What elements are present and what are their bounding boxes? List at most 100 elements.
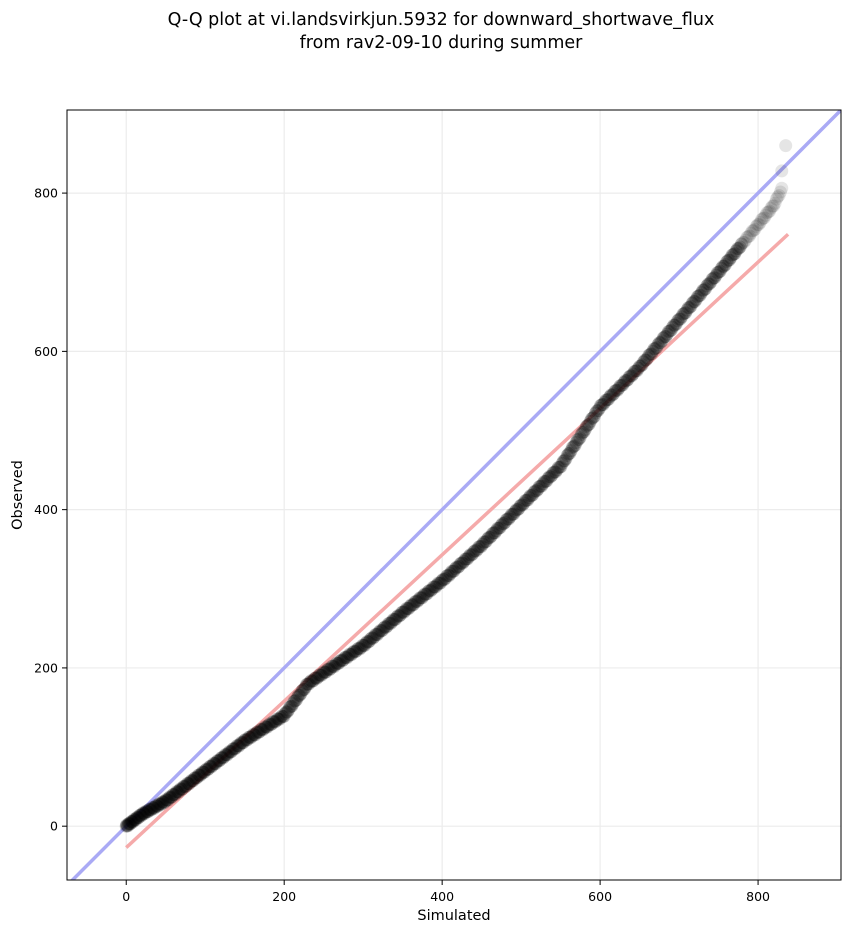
qq-point (716, 259, 730, 273)
qq-point (536, 477, 550, 491)
qq-point (672, 312, 686, 326)
qq-point (556, 454, 570, 468)
regression-fit-line (125, 232, 790, 849)
qq-point (684, 299, 698, 313)
qq-point (721, 253, 735, 267)
qq-point (722, 253, 736, 267)
qq-point (464, 548, 478, 562)
qq-point (321, 662, 335, 676)
qq-point (752, 217, 766, 231)
qq-point (706, 271, 720, 285)
qq-point (708, 271, 722, 285)
identity-line (70, 110, 841, 880)
qq-point (176, 780, 190, 794)
qq-point (656, 331, 670, 345)
qq-point (585, 412, 599, 426)
qq-point (664, 323, 678, 337)
qq-point (638, 353, 652, 367)
y-tick-label: 200 (34, 660, 58, 675)
qq-point (551, 461, 565, 475)
qq-point (410, 595, 424, 609)
qq-point (546, 466, 560, 480)
qq-point (120, 818, 134, 832)
qq-point (586, 411, 600, 425)
qq-point (259, 720, 273, 734)
qq-point (178, 780, 192, 794)
qq-point (453, 557, 467, 571)
qq-point (479, 534, 493, 548)
qq-point (149, 798, 163, 812)
qq-point (219, 748, 233, 762)
qq-point (187, 772, 201, 786)
qq-point (496, 517, 510, 531)
qq-point (753, 216, 767, 230)
qq-point (327, 660, 341, 674)
qq-point (685, 296, 699, 310)
qq-point (646, 344, 660, 358)
qq-point (184, 773, 198, 787)
qq-point (446, 564, 460, 578)
qq-point (163, 790, 177, 804)
qq-point (441, 568, 455, 582)
qq-point (351, 642, 365, 656)
qq-point (481, 532, 495, 546)
qq-point (367, 630, 381, 644)
qq-point (569, 436, 583, 449)
qq-point (443, 567, 457, 581)
qq-point (687, 295, 701, 309)
qq-point (352, 641, 366, 655)
qq-point (182, 777, 196, 791)
qq-point (345, 648, 359, 662)
qq-point (167, 787, 181, 801)
qq-point (662, 324, 675, 338)
qq-point (172, 783, 186, 797)
qq-point (121, 819, 135, 833)
qq-point (337, 653, 351, 667)
qq-point (494, 518, 508, 532)
qq-point (301, 677, 315, 691)
qq-point (257, 722, 271, 736)
qq-point (748, 222, 762, 236)
qq-point (314, 668, 328, 682)
qq-point (609, 383, 623, 397)
qq-point (126, 815, 140, 829)
qq-point (482, 530, 496, 544)
qq-point (298, 680, 312, 694)
qq-point (659, 330, 673, 344)
qq-point (339, 650, 353, 664)
qq-point (173, 782, 187, 796)
qq-point (683, 301, 697, 315)
qq-point (143, 802, 157, 816)
qq-point (484, 529, 498, 543)
x-axis-ticks: 0 200 400 600 800 (122, 880, 770, 904)
qq-point (592, 401, 606, 415)
qq-point (310, 671, 324, 685)
qq-point (732, 241, 746, 255)
qq-point (179, 779, 193, 793)
qq-point (658, 330, 672, 344)
qq-point (346, 645, 360, 659)
qq-point (488, 526, 502, 540)
qq-point (472, 540, 486, 554)
qq-point (169, 787, 183, 801)
qq-point (700, 279, 714, 293)
y-axis-ticks: 0 200 400 600 800 (34, 186, 67, 834)
qq-point (574, 427, 588, 441)
qq-point (760, 206, 774, 220)
qq-point (218, 748, 232, 762)
qq-point (581, 418, 595, 432)
qq-point (359, 636, 373, 650)
qq-point (549, 465, 563, 479)
qq-point (431, 576, 445, 590)
qq-point (205, 760, 219, 774)
qq-point (468, 544, 482, 558)
qq-point (190, 770, 204, 784)
qq-point (133, 808, 147, 822)
qq-point (206, 758, 220, 772)
qq-point (693, 288, 707, 302)
qq-point (438, 571, 452, 585)
qq-point (177, 779, 191, 793)
qq-point (576, 425, 590, 439)
qq-point (467, 545, 481, 559)
qq-point (630, 364, 644, 378)
